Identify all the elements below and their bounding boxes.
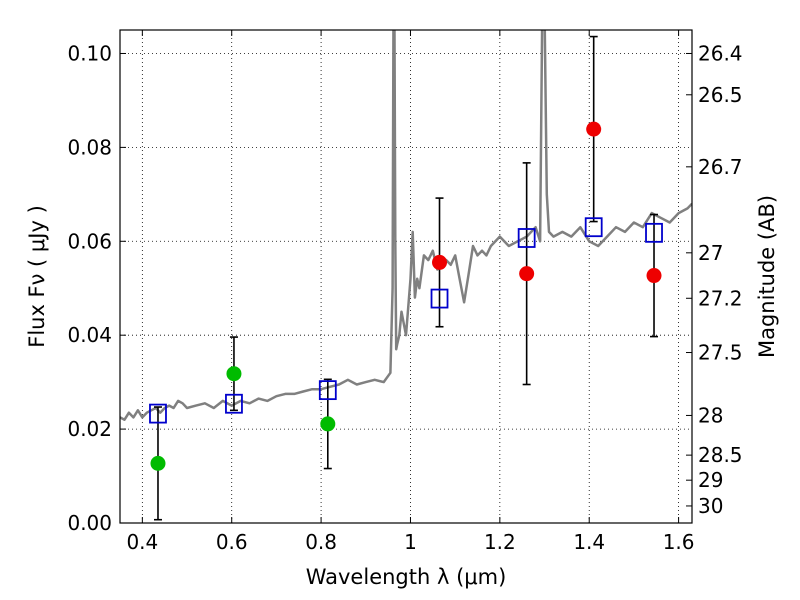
y-tick-label: 0.04 [67,323,112,347]
model-square-point [318,380,337,401]
y2-tick-label: 26.4 [698,41,743,65]
x-tick-label: 0.6 [216,530,248,554]
y2-tick-label: 26.5 [698,83,743,107]
y2-tick-label: 30 [698,494,723,518]
y-tick-label: 0.08 [67,135,112,159]
observed-point [519,266,535,282]
y2-tick-label: 27.5 [698,341,743,365]
plot-frame [119,29,693,524]
y-tick-label: 0.06 [67,229,112,253]
y2-tick-label: 27.2 [698,286,743,310]
y2-axis-label: Magnitude (AB) [755,195,779,358]
x-tick-label: 1.4 [573,530,605,554]
axis-ticks: 0.4 0.6 0.8 1 1.2 1.4 1.6 0.00 0.02 0.04 0.06 0.08 0… [67,30,743,554]
grid [120,30,692,524]
y-tick-label: 0.02 [67,417,112,441]
y2-tick-label: 28.5 [698,443,743,467]
observed-point [586,121,602,137]
spectrum-line [120,30,692,421]
y2-tick-label: 27 [698,241,723,265]
plot-area [120,30,692,521]
x-tick-label: 1.6 [663,530,695,554]
observed-point [432,254,448,270]
x-tick-label: 0.4 [126,530,158,554]
y-tick-label: 0.10 [67,41,112,65]
y2-tick-label: 26.7 [698,155,743,179]
model-square-point [225,393,243,414]
observed-point [150,455,166,471]
y2-tick-label: 28 [698,403,723,427]
y-axis-label: Flux Fν ( μJy ) [25,205,49,348]
x-axis-label: Wavelength λ (μm) [306,565,507,589]
model-square-point [430,288,449,309]
x-tick-label: 1.2 [484,530,516,554]
model-square-point [645,222,663,243]
model-square-point [584,217,603,238]
observed-point [646,268,662,284]
y2-tick-label: 29 [698,468,723,492]
model-square-point [149,403,167,424]
model-square-point [517,228,536,248]
y-tick-label: 0.00 [67,511,112,535]
observed-point [226,366,242,382]
observed-point [320,416,336,432]
x-tick-label: 1 [404,530,417,554]
x-tick-label: 0.8 [305,530,337,554]
